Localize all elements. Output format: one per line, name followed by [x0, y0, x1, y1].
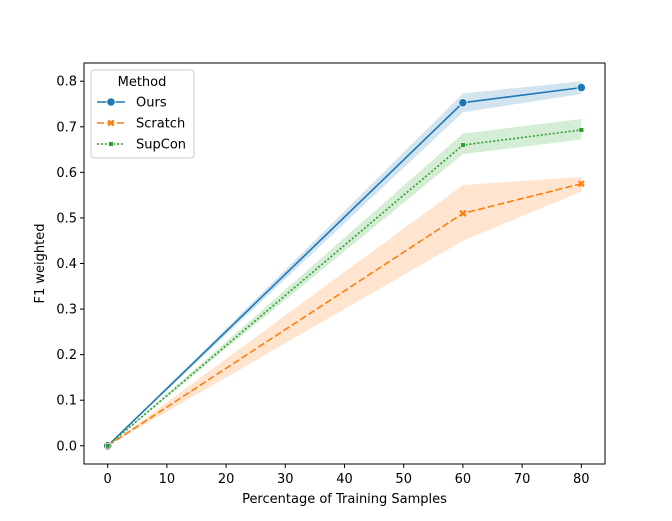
y-tick-label: 0.4: [56, 257, 77, 272]
confidence-bands: [107, 81, 582, 446]
y-axis-label: F1 weighted: [33, 224, 48, 304]
x-tick-label: 0: [104, 472, 112, 487]
data-point: [576, 83, 586, 93]
x-tick-label: 10: [159, 472, 176, 487]
confidence-band: [107, 176, 582, 446]
data-point: [104, 443, 111, 449]
x-tick-label: 30: [277, 472, 294, 487]
data-point: [578, 127, 585, 133]
x-tick-label: 20: [218, 472, 235, 487]
legend-label: Ours: [136, 96, 167, 111]
x-tick-label: 40: [336, 472, 353, 487]
legend-marker: [107, 119, 115, 127]
legend-marker: [108, 141, 114, 147]
x-tick-label: 80: [573, 472, 590, 487]
data-point: [459, 209, 467, 217]
y-tick-label: 0.1: [56, 394, 77, 409]
legend-label: SupCon: [136, 138, 186, 153]
x-axis-ticks: 0 10 20 30 40 50 60 70 80: [104, 464, 590, 487]
legend-box: [90, 69, 195, 159]
y-tick-label: 0.8: [56, 75, 77, 90]
data-point: [458, 98, 468, 108]
series-markers: [103, 83, 586, 451]
y-tick-label: 0.5: [56, 211, 77, 226]
x-tick-label: 50: [395, 472, 412, 487]
y-tick-label: 0.3: [56, 303, 77, 318]
x-tick-label: 60: [455, 472, 472, 487]
legend: Method Ours Scratch SupCon: [90, 69, 195, 159]
data-point: [460, 142, 466, 148]
y-axis-ticks: 0.0 0.1 0.2 0.3 0.4 0.5 0.6 0.7 0.8: [56, 75, 84, 454]
y-tick-label: 0.6: [56, 166, 77, 181]
x-tick-label: 70: [514, 472, 531, 487]
data-point: [577, 180, 585, 188]
legend-title: Method: [118, 75, 167, 90]
legend-label: Scratch: [136, 117, 185, 132]
x-axis-label: Percentage of Training Samples: [242, 492, 447, 507]
y-tick-label: 0.0: [56, 439, 77, 454]
y-tick-label: 0.7: [56, 120, 77, 135]
legend-marker: [106, 97, 116, 107]
y-tick-label: 0.2: [56, 348, 77, 363]
